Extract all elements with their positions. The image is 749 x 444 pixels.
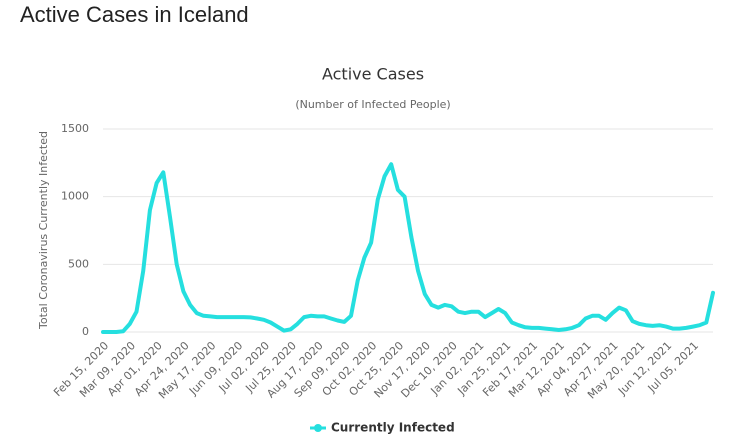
legend-label: Currently Infected — [331, 421, 455, 435]
legend-marker — [314, 424, 322, 432]
y-tick-label: 1500 — [61, 122, 89, 135]
chart-subtitle: (Number of Infected People) — [295, 98, 450, 111]
page-title: Active Cases in Iceland — [20, 2, 249, 27]
chart-title: Active Cases — [322, 65, 424, 84]
y-tick-label: 1000 — [61, 190, 89, 203]
y-tick-label: 500 — [68, 257, 89, 270]
y-axis-label: Total Coronavirus Currently Infected — [37, 131, 50, 330]
y-tick-label: 0 — [82, 325, 89, 338]
line — [101, 162, 715, 334]
